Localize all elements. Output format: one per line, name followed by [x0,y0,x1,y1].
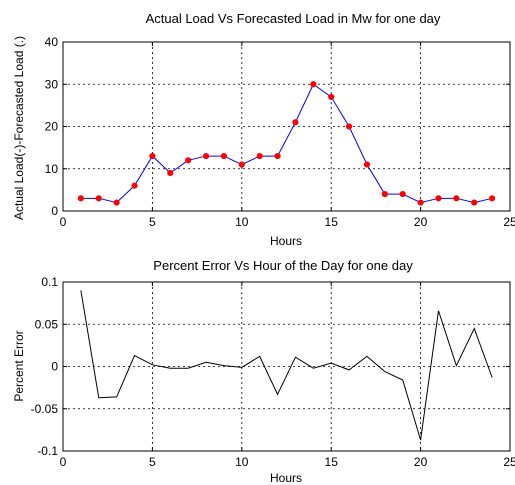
chart-2-xtick-label: 5 [149,455,156,469]
chart-1-point [345,123,353,130]
chart-1-xtick-label: 0 [60,215,67,229]
chart-1-point [471,199,478,206]
chart-1-ytick-label: 0 [51,204,58,218]
chart-1-series [77,81,496,206]
chart-1-point [238,161,245,168]
chart-1-ytick-label: 20 [45,120,59,134]
chart-2-series [80,290,493,441]
chart-1-point [256,152,263,160]
chart-1-point [435,195,442,202]
chart-1-ytick-label: 10 [45,162,59,176]
chart-1-point [363,161,371,168]
chart-2-series-line-0 [80,290,493,441]
chart-2-ticks: 0 5 10 15 20 25 -0.1 -0.05 0 0.05 0.1 [31,275,515,469]
chart-1-xtick-label: 20 [414,215,428,229]
chart-1-xtick-label: 5 [149,215,156,229]
chart-2-xtick-label: 0 [60,455,67,469]
chart-1-point [131,182,138,189]
chart-1-point [95,195,102,202]
chart-1-point [220,152,228,160]
chart-1-point [274,152,281,160]
chart-1-point [185,157,192,164]
chart-2-ytick-label: 0.05 [35,317,59,331]
chart-2: Percent Error Vs Hour of the Day for one… [12,258,515,485]
chart-1-point [167,169,174,177]
chart-1-title: Actual Load Vs Forecasted Load in Mw for… [146,11,441,26]
chart-1-point [149,152,156,160]
chart-2-ytick-label: -0.05 [31,402,59,416]
chart-1: Actual Load Vs Forecasted Load in Mw for… [12,11,515,248]
chart-1-point [292,119,299,126]
chart-2-xtick-label: 25 [503,455,515,469]
chart-2-xlabel: Hours [270,471,302,485]
chart-2-ytick-label: 0.1 [41,275,58,289]
chart-2-plot-bg [63,282,510,451]
chart-1-point [453,195,460,202]
chart-1-point [77,195,84,202]
chart-1-point [202,152,210,160]
chart-1-point [328,93,335,101]
chart-1-xtick-label: 10 [235,215,249,229]
chart-2-grid [63,282,510,451]
chart-1-ticks: 0 5 10 15 20 25 0 10 20 30 40 [45,35,515,229]
chart-1-ylabel: Actual Load(-)-Forecasted Load (.) [12,36,26,220]
chart-2-xtick-label: 20 [414,455,428,469]
chart-1-xlabel: Hours [270,234,302,248]
chart-1-point [381,191,388,198]
chart-2-ytick-label: 0 [51,360,58,374]
chart-2-ytick-label: -0.1 [37,444,58,458]
chart-1-plot-bg [63,42,510,211]
chart-2-xtick-label: 15 [325,455,339,469]
chart-1-point [310,81,317,88]
chart-1-point [399,191,406,198]
chart-1-point [417,199,424,206]
chart-1-point [489,195,496,202]
chart-1-ytick-label: 30 [45,77,59,91]
chart-1-ytick-label: 40 [45,35,59,49]
chart-1-point [113,199,120,206]
chart-1-grid [63,42,510,211]
chart-2-xtick-label: 10 [235,455,249,469]
chart-2-ylabel: Percent Error [12,330,26,401]
chart-1-xtick-label: 25 [503,215,515,229]
chart-2-title: Percent Error Vs Hour of the Day for one… [153,258,413,273]
chart-1-xtick-label: 15 [325,215,339,229]
